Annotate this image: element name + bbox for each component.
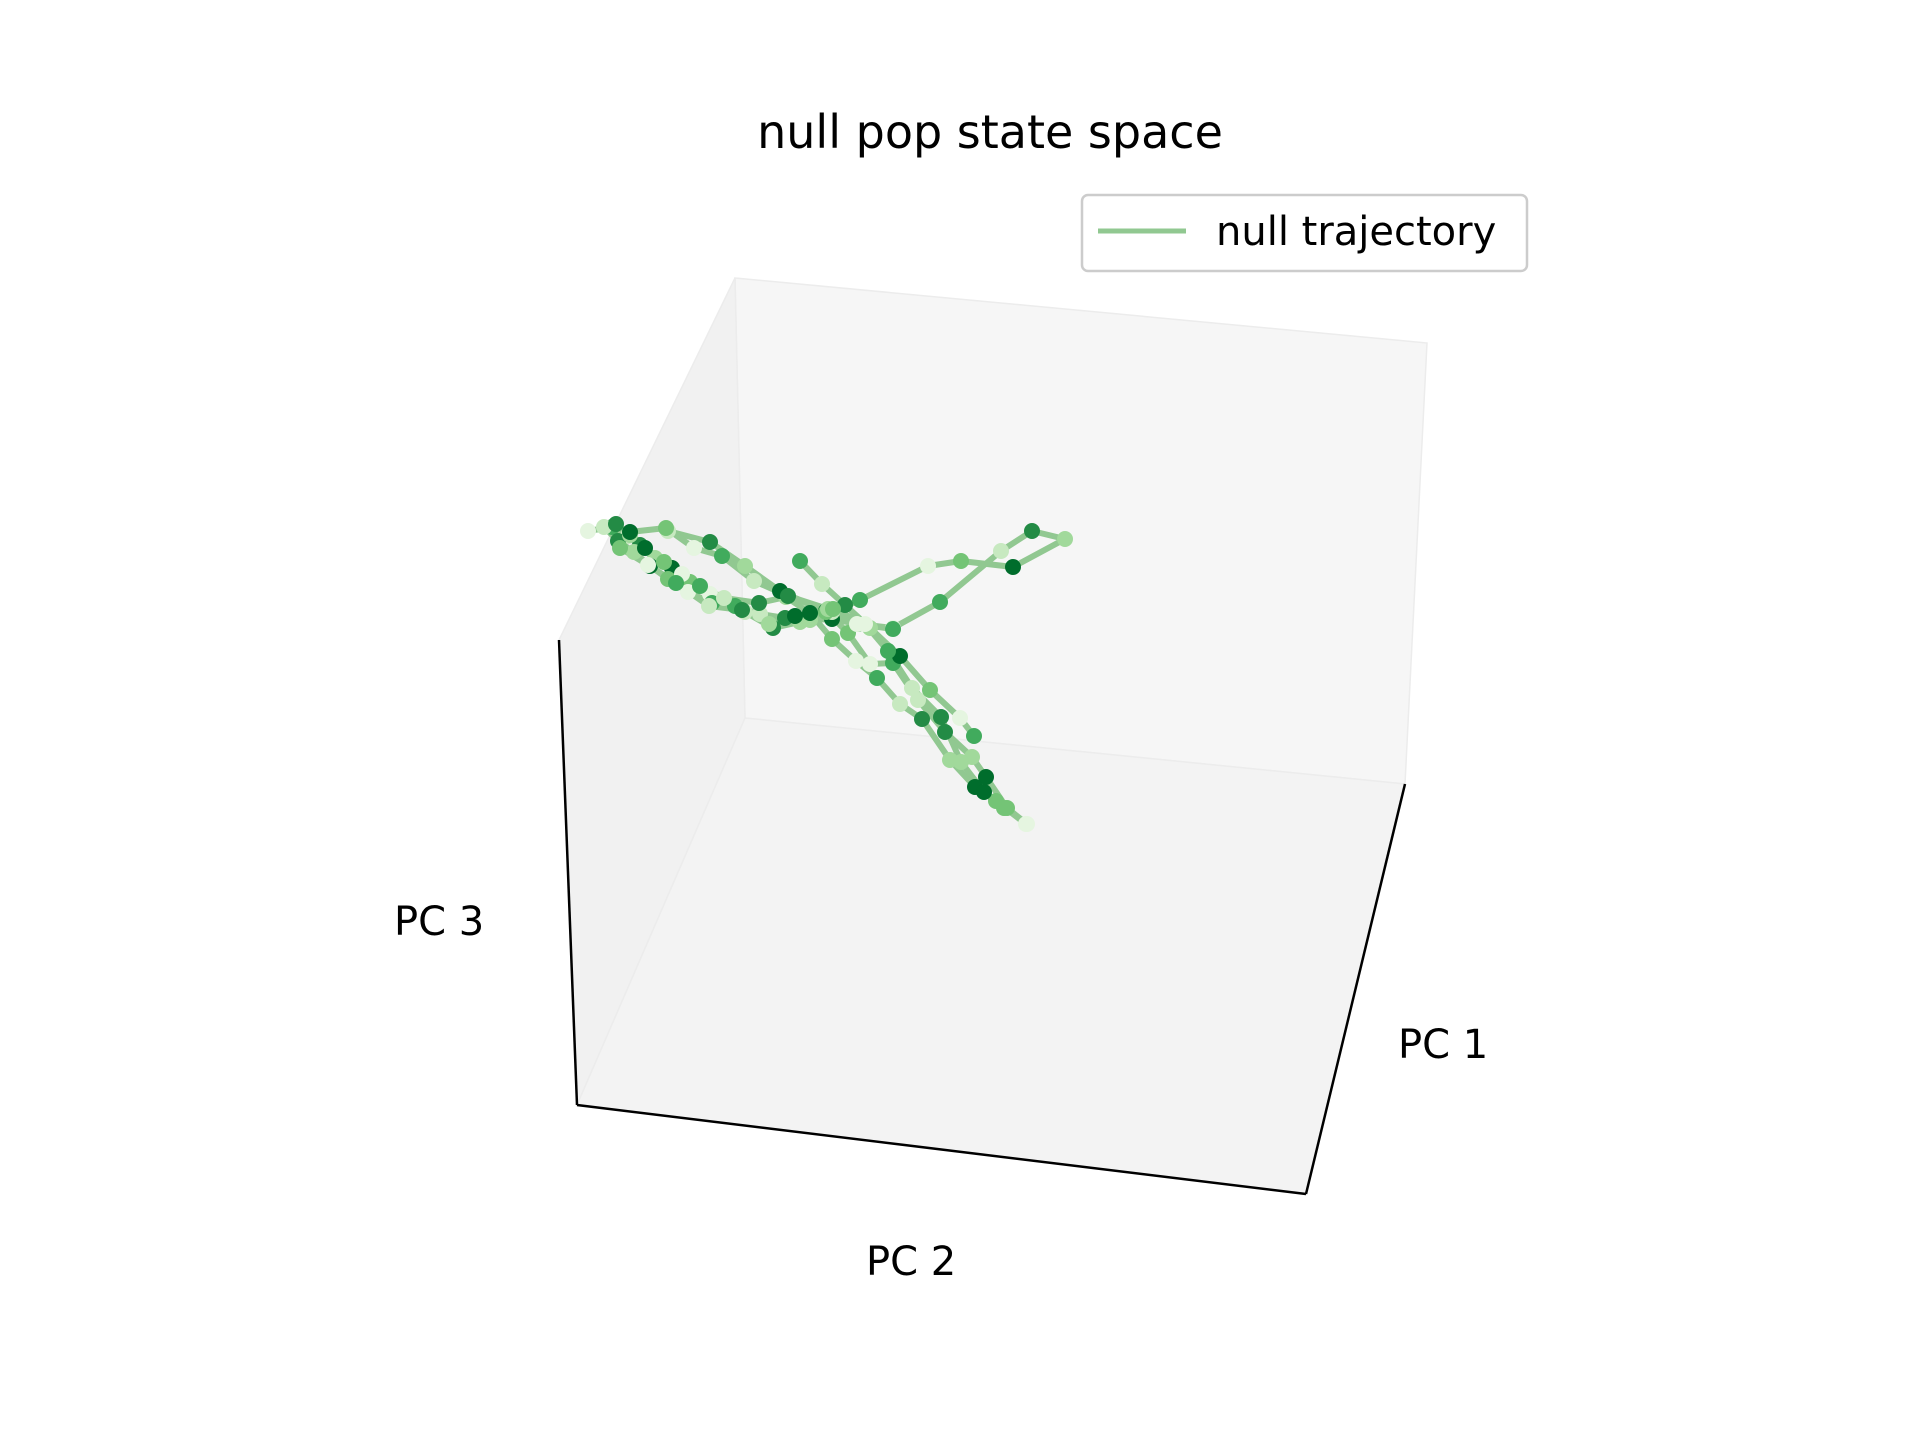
x-axis-label: PC 1 (1398, 1022, 1488, 1068)
trajectory-point (910, 692, 926, 708)
trajectory-point (802, 605, 818, 621)
legend-box (1080, 193, 1529, 273)
trajectory-point (596, 519, 612, 535)
trajectory-point (996, 800, 1012, 816)
trajectory-point (751, 595, 767, 611)
trajectory-point (814, 576, 830, 592)
trajectory-point (658, 520, 674, 536)
trajectory-point (734, 602, 750, 618)
trajectory-point (852, 592, 868, 608)
y-axis-line (576, 1103, 1307, 1196)
trajectory-point (978, 769, 994, 785)
trajectory-point (904, 680, 920, 696)
trajectory-point (824, 631, 840, 647)
trajectory-point (702, 534, 718, 550)
z-axis-line (557, 639, 579, 1106)
trajectory-point (1005, 559, 1021, 575)
trajectory-point (692, 578, 708, 594)
trajectory-point (608, 516, 624, 532)
trajectory-point (761, 616, 777, 632)
trajectory-point (862, 656, 878, 672)
trajectory-point (622, 524, 638, 540)
trajectory-point (637, 540, 653, 556)
trajectory-point (932, 594, 948, 610)
trajectory-point (880, 643, 896, 659)
trajectory-point (920, 558, 936, 574)
trajectory-point (780, 588, 796, 604)
trajectory-point (857, 616, 873, 632)
trajectory-point (976, 784, 992, 800)
trajectory-markers (580, 516, 1073, 832)
legend-label: null trajectory (1216, 209, 1496, 255)
trajectory-point (714, 548, 730, 564)
trajectory-point (914, 711, 930, 727)
trajectory-point (680, 584, 696, 600)
trajectory-point (953, 553, 969, 569)
x-axis-line (1304, 783, 1407, 1195)
trajectory-point (1018, 816, 1034, 832)
trajectory-point (1057, 531, 1073, 547)
trajectory-point (952, 710, 968, 726)
trajectory-point (746, 573, 762, 589)
trajectory-point (966, 728, 982, 744)
y-axis-label: PC 2 (866, 1239, 956, 1285)
chart-title: null pop state space (757, 105, 1223, 159)
trajectory-point (792, 553, 808, 569)
trajectory-point (737, 558, 753, 574)
trajectory-point (892, 696, 908, 712)
back-pane (734, 277, 1428, 785)
legend: null trajectory (1080, 193, 1529, 273)
trajectory-point (933, 709, 949, 725)
trajectory-point (716, 590, 732, 606)
trajectory-point (656, 554, 672, 570)
trajectory-point (922, 682, 938, 698)
trajectory-point (640, 557, 656, 573)
trajectory-point (686, 540, 702, 556)
trajectory-point (993, 543, 1009, 559)
trajectory-point (668, 575, 684, 591)
trajectory-point (1024, 523, 1040, 539)
trajectory-point (869, 670, 885, 686)
trajectory-point (787, 608, 803, 624)
trajectory-point (937, 724, 953, 740)
trajectory-point (892, 648, 908, 664)
trajectory-point (885, 621, 901, 637)
trajectory-point (953, 754, 969, 770)
trajectory-point (825, 601, 841, 617)
trajectory-point (701, 598, 717, 614)
z-axis-label: PC 3 (394, 899, 484, 945)
trajectory-point (848, 653, 864, 669)
trajectory-point (612, 540, 628, 556)
trajectory-point (580, 523, 596, 539)
